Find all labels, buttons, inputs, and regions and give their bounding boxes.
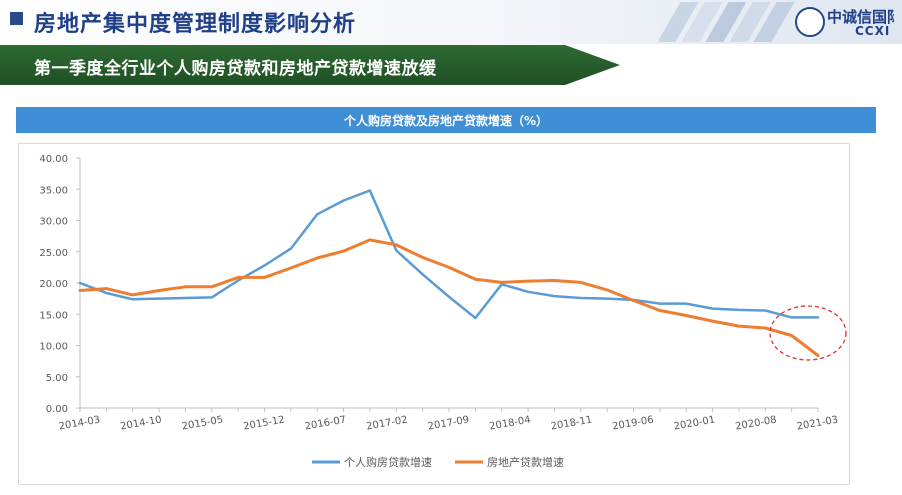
- slide-header: 房地产集中度管理制度影响分析 中诚信国际 CCXI: [0, 0, 902, 44]
- brand-logo-area: 中诚信国际 CCXI: [659, 2, 894, 42]
- y-tick-label: 40.00: [39, 154, 68, 165]
- chart-title-bar: 个人购房贷款及房地产贷款增速（%）: [16, 107, 876, 133]
- x-tick-label: 2015-12: [243, 414, 286, 432]
- y-tick-label: 15.00: [39, 310, 68, 321]
- x-tick-label: 2018-11: [550, 414, 593, 432]
- x-tick-label: 2017-02: [366, 414, 409, 432]
- x-tick-label: 2017-09: [427, 414, 470, 432]
- y-tick-label: 20.00: [39, 279, 68, 290]
- legend-label-realestate: 房地产贷款增速: [487, 455, 564, 469]
- series-real-estate-loan-line: [78, 238, 820, 357]
- section-banner: 第一季度全行业个人购房贷款和房地产贷款增速放缓: [0, 45, 620, 85]
- x-tick-label: 2015-05: [181, 414, 224, 432]
- highlight-ellipse: [769, 305, 847, 361]
- y-tick-label: 30.00: [39, 217, 68, 228]
- series-personal-housing-loan-line: [78, 189, 820, 320]
- x-tick-label: 2014-03: [58, 414, 101, 432]
- company-name-en: CCXI: [855, 24, 891, 38]
- chart-title: 个人购房贷款及房地产贷款增速（%）: [343, 114, 549, 128]
- y-tick-label: 10.00: [39, 342, 68, 353]
- section-banner-text: 第一季度全行业个人购房贷款和房地产贷款增速放缓: [34, 59, 437, 79]
- chart-frame: [18, 143, 850, 485]
- y-tick-label: 35.00: [39, 185, 68, 196]
- legend-label-personal: 个人购房贷款增速: [344, 455, 432, 469]
- company-logo-icon: [795, 7, 825, 37]
- x-tick-label: 2020-08: [735, 414, 778, 432]
- x-tick-label: 2016-07: [304, 414, 347, 432]
- x-tick-label: 2019-06: [612, 414, 655, 432]
- company-name-cn: 中诚信国际: [827, 8, 894, 26]
- x-tick-label: 2021-03: [796, 414, 839, 432]
- x-tick-label: 2018-04: [489, 414, 532, 432]
- y-tick-label: 0.00: [46, 404, 68, 415]
- y-tick-label: 25.00: [39, 248, 68, 259]
- title-square-icon: [10, 12, 23, 25]
- x-tick-label: 2020-01: [673, 414, 716, 432]
- y-tick-label: 5.00: [46, 373, 68, 384]
- slide-title: 房地产集中度管理制度影响分析: [34, 12, 357, 37]
- x-tick-label: 2014-10: [120, 414, 163, 432]
